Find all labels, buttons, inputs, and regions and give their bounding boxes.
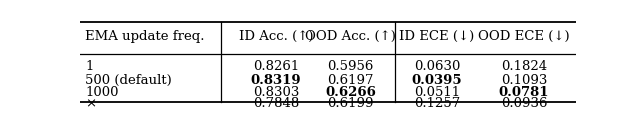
Text: ID ECE (↓): ID ECE (↓)	[399, 30, 475, 43]
Text: 500 (default): 500 (default)	[85, 74, 172, 87]
Text: 1000: 1000	[85, 86, 118, 99]
Text: OOD Acc. (↑): OOD Acc. (↑)	[305, 30, 396, 43]
Text: 0.1257: 0.1257	[414, 97, 460, 110]
Text: 0.0630: 0.0630	[414, 61, 460, 73]
Text: OOD ECE (↓): OOD ECE (↓)	[478, 30, 570, 43]
Text: 0.0511: 0.0511	[414, 86, 460, 99]
Text: 0.1824: 0.1824	[501, 61, 547, 73]
Text: 0.1093: 0.1093	[500, 74, 547, 87]
Text: EMA update freq.: EMA update freq.	[85, 30, 204, 43]
Text: 0.5956: 0.5956	[327, 61, 374, 73]
Text: 0.8261: 0.8261	[253, 61, 299, 73]
Text: 0.6197: 0.6197	[327, 74, 374, 87]
Text: 0.0936: 0.0936	[500, 97, 547, 110]
Text: 1: 1	[85, 61, 93, 73]
Text: 0.6266: 0.6266	[325, 86, 376, 99]
Text: 0.7848: 0.7848	[253, 97, 299, 110]
Text: 0.0395: 0.0395	[412, 74, 463, 87]
Text: ×: ×	[85, 97, 96, 110]
Text: ID Acc. (↑): ID Acc. (↑)	[239, 30, 313, 43]
Text: 0.8319: 0.8319	[251, 74, 301, 87]
Text: 0.0781: 0.0781	[499, 86, 549, 99]
Text: 0.6199: 0.6199	[327, 97, 374, 110]
Text: 0.8303: 0.8303	[253, 86, 299, 99]
